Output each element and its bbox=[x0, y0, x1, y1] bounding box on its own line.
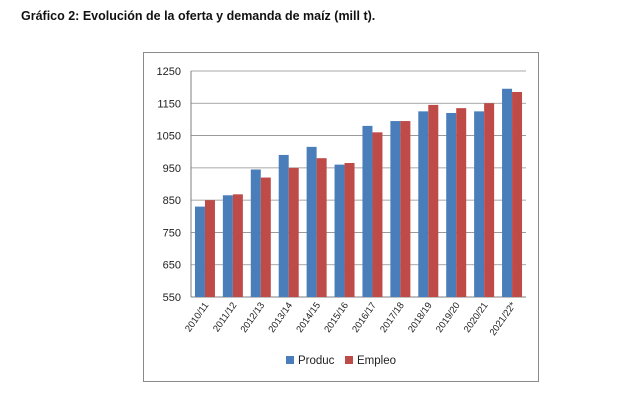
y-tick-label: 950 bbox=[163, 163, 181, 175]
legend-swatch-produc bbox=[286, 356, 294, 364]
y-tick-label: 850 bbox=[163, 195, 181, 207]
x-tick-label: 2017/18 bbox=[378, 300, 407, 334]
x-tick-label: 2019/20 bbox=[434, 300, 463, 334]
bar-empleo-1 bbox=[232, 194, 243, 297]
axes bbox=[190, 71, 526, 298]
chart-frame bbox=[143, 52, 539, 382]
x-tick-label: 2018/19 bbox=[406, 300, 435, 334]
bar-produc-5 bbox=[334, 164, 345, 297]
y-tick-label: 1250 bbox=[157, 66, 181, 78]
x-tick-label: 2014/15 bbox=[294, 300, 323, 334]
bar-produc-4 bbox=[306, 146, 317, 297]
y-tick-label: 550 bbox=[163, 292, 181, 304]
bar-empleo-6 bbox=[372, 132, 383, 297]
legend: Produc Empleo bbox=[286, 355, 396, 367]
x-tick-label: 2020/21 bbox=[462, 300, 491, 334]
x-tick-label: 2012/13 bbox=[239, 300, 268, 334]
bar-produc-0 bbox=[194, 206, 205, 297]
x-tick-label: 2021/22* bbox=[488, 300, 519, 338]
x-tick-label: 2010/11 bbox=[183, 300, 211, 334]
bar-produc-10 bbox=[474, 111, 485, 297]
bars bbox=[194, 88, 523, 298]
bar-produc-3 bbox=[278, 154, 289, 297]
x-tick-labels: 2010/11 2011/12 2012/13 2013/14 2014/15 2015/… bbox=[183, 300, 519, 338]
bar-empleo-0 bbox=[204, 200, 215, 297]
bar-produc-1 bbox=[222, 195, 233, 297]
y-tick-label: 1150 bbox=[157, 98, 181, 110]
bar-empleo-5 bbox=[344, 163, 355, 297]
bar-empleo-4 bbox=[316, 158, 327, 297]
y-tick-label: 750 bbox=[163, 227, 181, 239]
bar-produc-6 bbox=[362, 125, 373, 297]
bar-empleo-2 bbox=[260, 177, 271, 297]
bar-produc-8 bbox=[418, 111, 429, 297]
y-tick-labels: 550 650 750 850 950 1050 1150 1250 bbox=[157, 66, 181, 304]
bar-empleo-11 bbox=[512, 91, 523, 297]
x-tick-label: 2016/17 bbox=[350, 300, 379, 334]
bar-produc-2 bbox=[250, 169, 261, 297]
bar-empleo-8 bbox=[428, 104, 439, 298]
bar-chart: 550 650 750 850 950 1050 1150 1250 2010/11 2011/… bbox=[157, 66, 526, 367]
bar-produc-7 bbox=[390, 121, 401, 298]
bar-produc-11 bbox=[502, 88, 513, 297]
bar-produc-9 bbox=[446, 112, 457, 297]
y-tick-label: 650 bbox=[163, 260, 181, 272]
bar-empleo-7 bbox=[400, 121, 411, 298]
legend-label-empleo: Empleo bbox=[357, 355, 396, 367]
x-tick-label: 2013/14 bbox=[266, 300, 295, 334]
bar-empleo-3 bbox=[288, 167, 299, 297]
x-tick-label: 2015/16 bbox=[322, 300, 351, 334]
legend-swatch-empleo bbox=[345, 356, 353, 364]
bar-empleo-9 bbox=[456, 108, 467, 297]
legend-label-produc: Produc bbox=[298, 355, 335, 367]
bar-empleo-10 bbox=[484, 103, 495, 298]
x-tick-label: 2011/12 bbox=[211, 300, 239, 334]
y-tick-label: 1050 bbox=[157, 131, 181, 143]
chart-title: Gráfico 2: Evolución de la oferta y dema… bbox=[21, 9, 376, 23]
